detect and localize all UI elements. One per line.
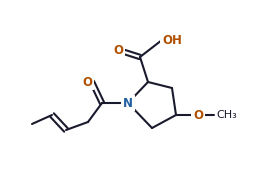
Text: O: O: [82, 76, 92, 88]
Text: OH: OH: [162, 33, 182, 47]
Text: N: N: [123, 96, 133, 110]
Text: CH₃: CH₃: [216, 110, 237, 120]
Text: O: O: [193, 108, 203, 122]
Text: O: O: [113, 43, 123, 57]
